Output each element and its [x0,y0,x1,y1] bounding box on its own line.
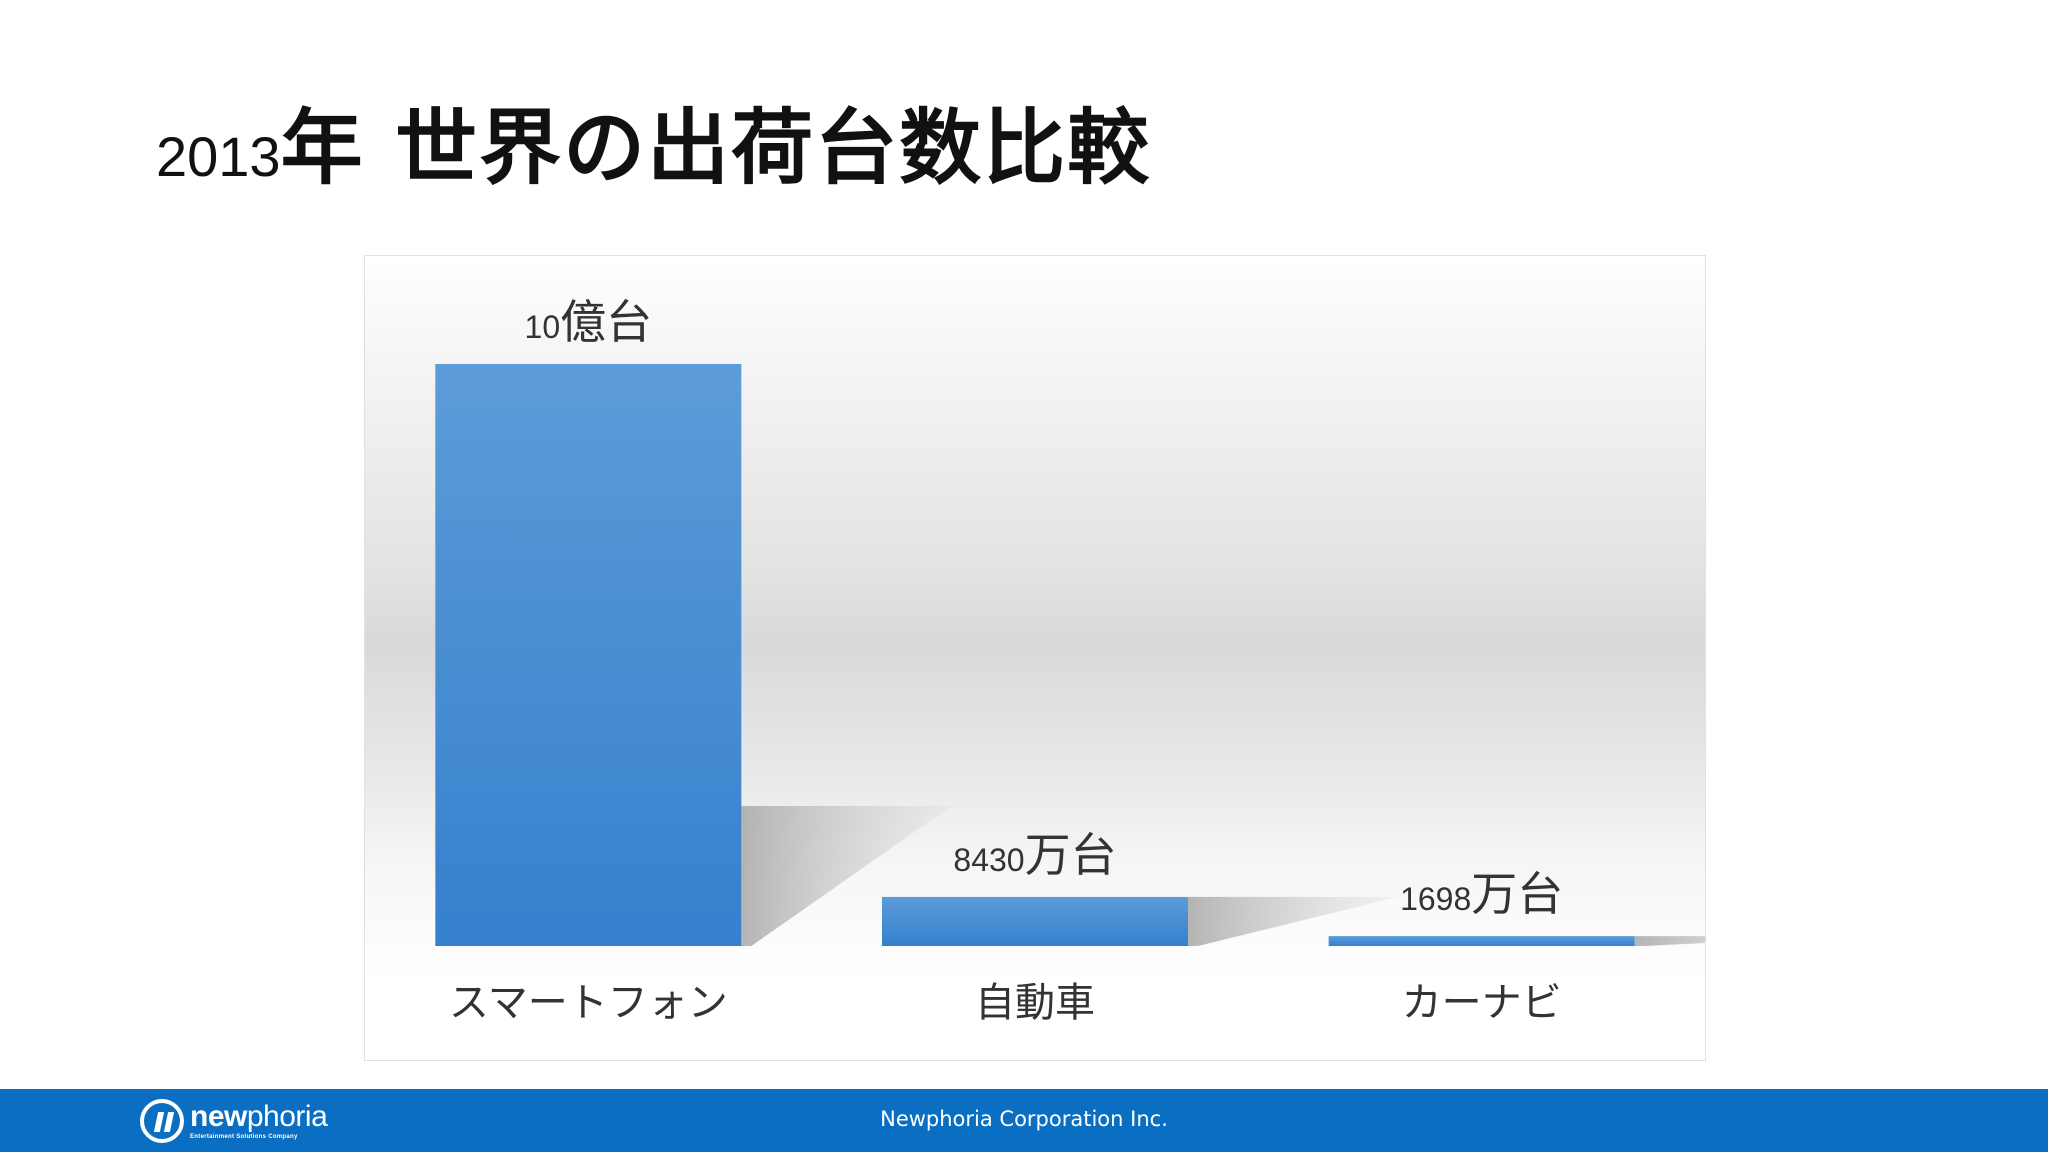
data-label-unit: 万台 [1471,867,1563,921]
logo-tagline: Entertainment Solutions Company [190,1134,298,1140]
slide-title-year: 2013 [156,125,281,188]
bar-shadow [1188,896,1398,946]
bar-shadow [741,806,952,946]
chart-frame: 10億台 スマートフォン 8430万台 自動車 1698万台 カーナビ [364,255,1706,1061]
category-label-2: カーナビ [1402,980,1562,1026]
data-label-1: 8430万台 [953,828,1116,882]
footer-bar: newphoria Entertainment Solutions Compan… [0,1089,2048,1152]
data-label-unit: 万台 [1025,828,1117,882]
logo-word-light: phoria [246,1100,328,1133]
bar-shadow [1634,936,1705,946]
data-label-number: 8430 [953,842,1024,878]
data-label-number: 10 [525,309,561,345]
bar-0 [435,364,742,946]
data-label-number: 1698 [1400,881,1471,917]
slide-title: 2013年 世界の出荷台数比較 [156,108,1151,190]
data-label-unit: 億台 [560,295,652,349]
logo-word-bold: new [190,1100,247,1133]
slide-title-text: 年 世界の出荷台数比較 [280,101,1152,196]
data-label-0: 10億台 [525,295,653,349]
footer-company-name: Newphoria Corporation Inc. [880,1107,1168,1131]
bar-2 [1328,936,1635,946]
bar-1 [882,896,1188,946]
category-label-1: 自動車 [975,980,1095,1026]
newphoria-logo: newphoria Entertainment Solutions Compan… [140,1096,328,1146]
category-label-0: スマートフォン [449,980,728,1026]
data-label-2: 1698万台 [1400,867,1563,921]
logo-mark-icon [140,1099,184,1143]
